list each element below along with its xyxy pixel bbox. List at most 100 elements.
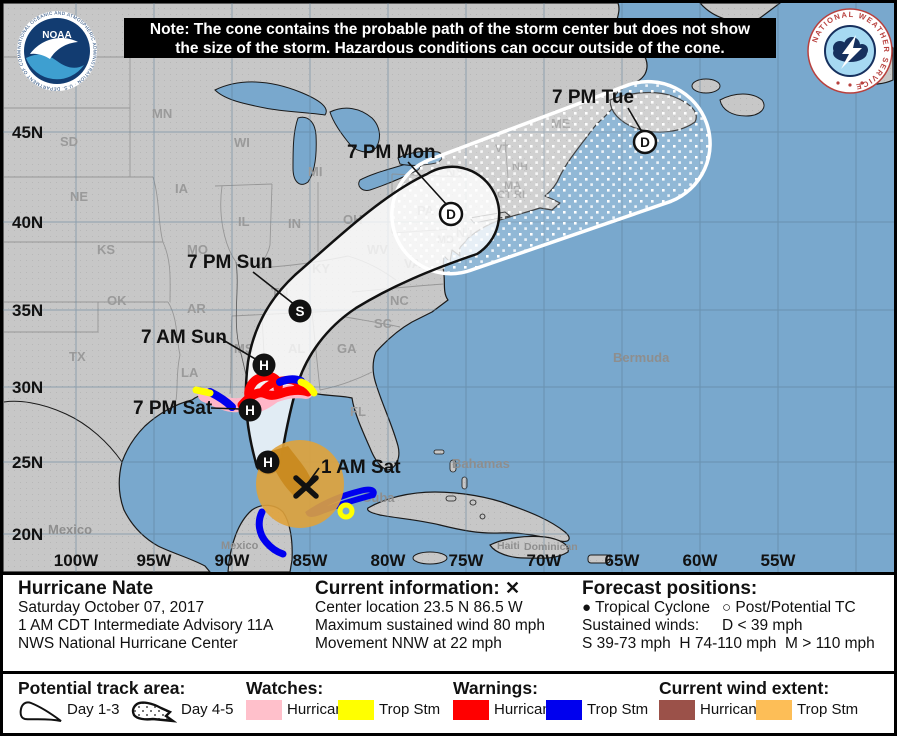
center-location: Center location 23.5 N 86.5 W [315, 599, 523, 616]
svg-text:7 PM Tue: 7 PM Tue [552, 87, 634, 108]
svg-text:45N: 45N [12, 123, 43, 142]
svg-text:7 PM Sun: 7 PM Sun [187, 252, 273, 273]
post-potential-circle-icon: ○ [722, 599, 732, 616]
forecast-positions-key: Forecast positions: ● Tropical Cyclone ○… [582, 578, 892, 653]
max-sustained-wind: Maximum sustained wind 80 mph [315, 617, 546, 634]
nws-lightning-icon [841, 35, 862, 69]
svg-text:20N: 20N [12, 525, 43, 544]
day4-5-label: Day 4-5 [181, 701, 234, 718]
hurricane-extent-swatch [659, 700, 695, 720]
svg-text:MN: MN [152, 106, 172, 121]
forecast-cone-day1-3 [244, 165, 501, 475]
warnings-legend-title: Warnings: [453, 678, 538, 698]
svg-text:LA: LA [181, 365, 199, 380]
svg-text:H: H [263, 455, 273, 470]
tropical-cyclone-dot-icon: ● [582, 599, 592, 616]
storm-title: Hurricane Nate [18, 578, 154, 599]
track-time-labels: 1 AM Sat 7 PM Sat 7 AM Sun 7 PM Sun 7 PM… [133, 87, 634, 478]
svg-text:WI: WI [234, 135, 250, 150]
day1-3-label: Day 1-3 [67, 701, 120, 718]
storm-summary: Hurricane Nate Saturday October 07, 2017… [18, 578, 273, 653]
svg-text:IN: IN [288, 216, 301, 231]
noaa-gull-icon [30, 38, 78, 59]
issuing-agency: NWS National Hurricane Center [18, 635, 238, 652]
sustained-winds-key: Sustained winds: D < 39 mph [582, 617, 803, 634]
trop-storm-extent-label: Trop Stm [797, 701, 859, 718]
svg-text:Bahamas: Bahamas [452, 456, 510, 471]
svg-text:65W: 65W [605, 551, 641, 570]
trop-storm-warning-yucatan [255, 508, 287, 558]
noaa-logo: NOAA NATIONAL OCEANIC AND ATMOSPHERIC AD… [16, 10, 97, 92]
current-position-symbol: ✕ [505, 578, 521, 598]
svg-text:NE: NE [70, 189, 88, 204]
svg-text:95W: 95W [137, 551, 173, 570]
svg-text:7 PM Mon: 7 PM Mon [347, 142, 436, 163]
jamaica-island [412, 551, 448, 565]
svg-text:SD: SD [60, 134, 78, 149]
svg-text:IA: IA [175, 181, 189, 196]
wind-extent-legend-title: Current wind extent: [659, 678, 830, 698]
svg-text:7 PM Sat: 7 PM Sat [133, 398, 213, 419]
svg-text:Dominican: Dominican [524, 541, 578, 553]
svg-text:KS: KS [97, 242, 115, 257]
latitude-labels: 45N 40N 35N 30N 25N 20N [12, 123, 43, 544]
svg-text:90W: 90W [215, 551, 251, 570]
current-information: Current information: ✕ Center location 2… [315, 578, 545, 653]
watches-legend-title: Watches: [246, 678, 324, 698]
place-labels: Mexico Mexico Cuba Bahamas Bermuda Haiti… [48, 350, 670, 553]
hurricane-warning-label: Hurricane [494, 701, 560, 718]
hurricane-watch-label: Hurricane [287, 701, 353, 718]
svg-text:TX: TX [69, 349, 86, 364]
svg-text:60W: 60W [683, 551, 719, 570]
svg-text:H: H [245, 403, 255, 418]
cape-breton-island [719, 93, 765, 117]
note-banner: Note: The cone contains the probable pat… [124, 18, 776, 58]
svg-text:100W: 100W [54, 551, 99, 570]
hurricane-extent-label: Hurricane [700, 701, 766, 718]
pei-island [691, 78, 721, 94]
forecast-positions-title: Forecast positions: [582, 578, 758, 599]
svg-text:D: D [446, 207, 456, 222]
hispaniola-island [489, 535, 569, 559]
svg-text:Mexico: Mexico [221, 540, 259, 552]
legend-panel: Potential track area: Day 1-3 Day 4-5 Wa… [3, 674, 894, 733]
svg-text:Mexico: Mexico [48, 522, 92, 537]
point-type-key: ● Tropical Cyclone ○ Post/Potential TC [582, 599, 856, 616]
svg-text:25N: 25N [12, 453, 43, 472]
svg-text:35N: 35N [12, 301, 43, 320]
track-area-legend-title: Potential track area: [18, 678, 186, 698]
longitude-labels: 100W 95W 90W 85W 80W 75W 70W 65W 60W 55W [54, 551, 797, 570]
svg-text:SC: SC [374, 316, 393, 331]
forecast-points: H H H S D D [238, 129, 658, 474]
svg-text:85W: 85W [293, 551, 329, 570]
svg-text:FL: FL [350, 404, 366, 419]
svg-text:H: H [259, 358, 269, 373]
trop-storm-warning-label: Trop Stm [587, 701, 649, 718]
current-position-marker [293, 475, 319, 499]
movement: Movement NNW at 22 mph [315, 635, 502, 652]
svg-text:Haiti: Haiti [497, 540, 520, 552]
day4-5-cone-icon [131, 701, 177, 723]
trop-storm-extent-swatch [756, 700, 792, 720]
svg-text:Bermuda: Bermuda [613, 350, 670, 365]
trop-storm-watch-west [192, 386, 214, 397]
svg-text:D: D [640, 135, 650, 150]
trop-storm-watch-swatch [338, 700, 374, 720]
current-info-title: Current information: ✕ [315, 578, 521, 599]
svg-text:MI: MI [308, 164, 322, 179]
noaa-logo-text: NOAA [42, 30, 71, 41]
day1-3-cone-icon [19, 701, 62, 722]
svg-text:70W: 70W [527, 551, 563, 570]
rio-grande-border [3, 400, 123, 463]
advisory-date: Saturday October 07, 2017 [18, 599, 205, 616]
svg-text:GA: GA [337, 341, 357, 356]
svg-text:7 AM Sun: 7 AM Sun [141, 327, 227, 348]
trop-storm-watch-east [297, 378, 318, 397]
svg-text:55W: 55W [761, 551, 797, 570]
nws-ring-dots [836, 81, 864, 87]
svg-text:IL: IL [238, 214, 250, 229]
label-pointer-lines [210, 107, 643, 484]
nws-logo: NATIONAL WEATHER SERVICE [807, 8, 893, 94]
